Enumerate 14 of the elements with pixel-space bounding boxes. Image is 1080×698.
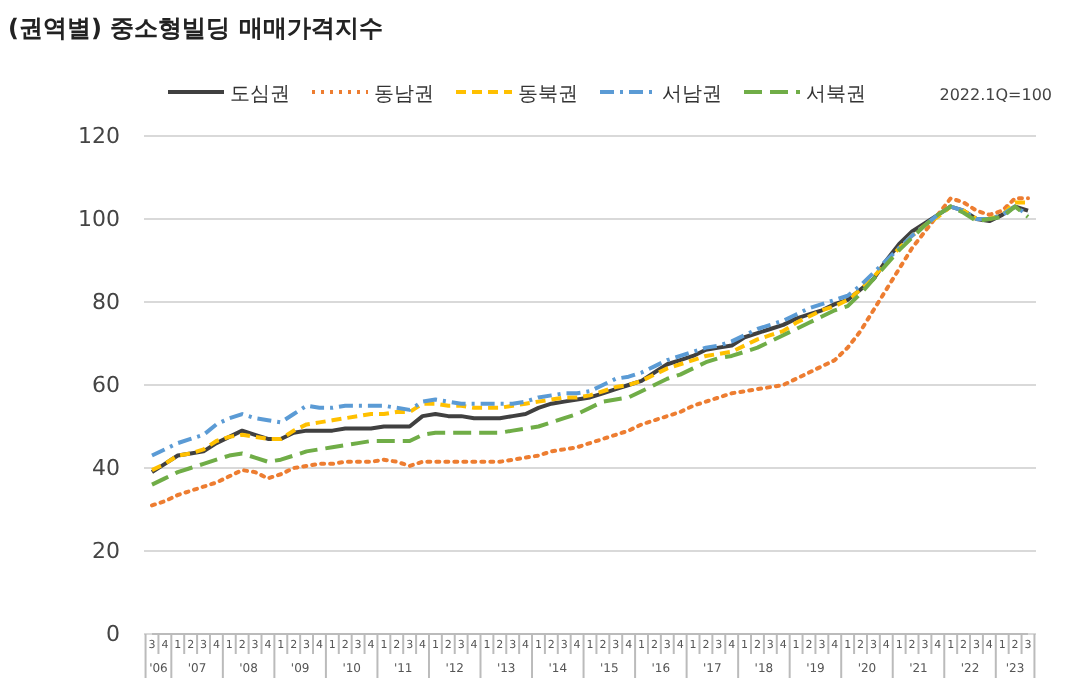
y-tick-label: 0: [106, 621, 120, 648]
legend-label: 서남권: [662, 84, 722, 106]
y-tick-label: 40: [92, 455, 120, 482]
y-tick-label: 80: [92, 289, 120, 316]
legend-label: 동남권: [374, 84, 434, 106]
legend-label: 동북권: [518, 84, 578, 106]
y-tick-label: 60: [92, 372, 120, 399]
chart-title: (권역별) 중소형빌딩 매매가격지수: [8, 14, 383, 42]
y-tick-label: 100: [78, 206, 120, 233]
y-tick-label: 120: [78, 123, 120, 150]
legend-label: 서북권: [806, 84, 866, 106]
y-tick-label: 20: [92, 538, 120, 565]
text: 2022.1Q=100: [939, 86, 1052, 104]
legend-label: 도심권: [230, 84, 290, 106]
